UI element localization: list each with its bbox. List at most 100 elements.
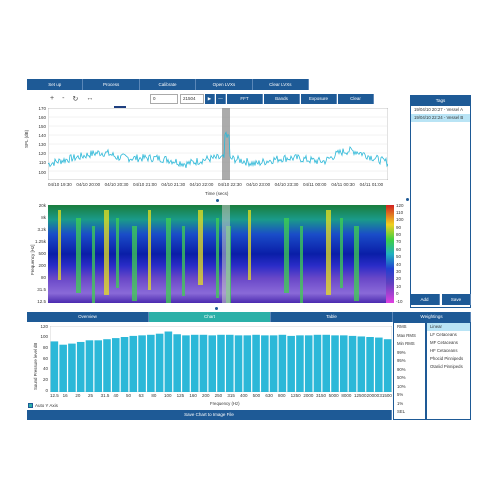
- spectrogram-streak: [148, 210, 151, 290]
- toolbar-calibrate-button[interactable]: Calibrate: [139, 79, 197, 90]
- tick-label: 04/10 21:30: [161, 182, 186, 187]
- spectrogram-plot[interactable]: [48, 205, 390, 303]
- weighting-item[interactable]: Linear: [427, 323, 470, 331]
- tick-label: 800: [278, 393, 286, 398]
- fft-button[interactable]: FFT: [227, 94, 263, 104]
- bar: [111, 338, 120, 392]
- tab-chart[interactable]: Chart: [149, 312, 271, 322]
- tab-overview[interactable]: Overview: [27, 312, 149, 322]
- tick-label: 120: [396, 202, 404, 208]
- metric-item[interactable]: RMS: [397, 324, 407, 329]
- bar: [173, 334, 181, 392]
- bar: [357, 336, 366, 392]
- tick-label: 80: [396, 232, 402, 238]
- tab-table[interactable]: Table: [271, 312, 393, 322]
- bar: [208, 335, 217, 392]
- toolbar-process-button[interactable]: Process: [83, 79, 140, 90]
- stop-button[interactable]: —: [216, 94, 226, 104]
- tick-label: 140: [38, 132, 46, 138]
- timeseries-plot[interactable]: [48, 108, 388, 180]
- exposure-button[interactable]: Exposure: [301, 94, 337, 104]
- metric-item[interactable]: 50%: [397, 375, 406, 380]
- weighting-item[interactable]: Otariid Pinnipeds: [430, 364, 463, 369]
- metric-item[interactable]: Max RMS: [397, 332, 416, 338]
- bar: [147, 334, 155, 392]
- tick-label: 04/10 22:00: [189, 182, 214, 187]
- toolbar-set-up-button[interactable]: Set up: [27, 79, 84, 90]
- refresh-icon[interactable]: ↻: [72, 96, 79, 103]
- spectrogram-streak: [326, 210, 331, 295]
- tick-label: 90: [396, 224, 402, 230]
- start-field[interactable]: 0: [150, 94, 178, 104]
- tick-label: 40: [42, 366, 48, 372]
- timeseries-xlabel: Time (secs): [205, 191, 229, 196]
- weighting-item[interactable]: LF Cetaceans: [430, 332, 457, 337]
- barchart-yaxis: 120 100 80 60 40 20 0: [36, 323, 50, 393]
- tick-label: 04/10 22:30: [218, 182, 242, 187]
- spl-series-line: [48, 131, 388, 169]
- barchart-plot[interactable]: [50, 326, 392, 392]
- add-tag-button[interactable]: Add: [410, 294, 440, 305]
- tick-label: 315: [227, 393, 235, 398]
- spectrogram-streak: [248, 210, 251, 280]
- save-chart-button[interactable]: Save Chart to Image File: [27, 410, 392, 420]
- tick-label: 80: [42, 344, 48, 350]
- weighting-item[interactable]: HF Cetaceans: [430, 348, 458, 353]
- clear-button[interactable]: Clear: [338, 94, 374, 104]
- spectrogram-streak: [354, 226, 359, 301]
- zoom-in-icon[interactable]: +: [50, 95, 55, 102]
- tick-label: 200: [202, 393, 210, 398]
- save-tag-button[interactable]: Save: [442, 294, 471, 305]
- bar: [199, 334, 208, 392]
- tick-label: 110: [396, 209, 404, 215]
- metric-item[interactable]: 5%: [397, 392, 404, 397]
- bar: [164, 331, 173, 392]
- end-field[interactable]: 21504: [180, 94, 204, 104]
- weighting-item[interactable]: MF Cetaceans: [430, 340, 458, 345]
- metric-item[interactable]: Min RMS: [397, 341, 415, 346]
- metric-item[interactable]: 95%: [397, 358, 406, 363]
- tick-label: 120: [40, 323, 48, 329]
- tick-label: 1.25k: [34, 238, 46, 244]
- metric-item[interactable]: 1%: [397, 400, 404, 406]
- toolbar-open-lvxs-button[interactable]: Open LVXs: [196, 79, 253, 90]
- fit-width-icon[interactable]: ↔: [86, 95, 94, 102]
- bar: [243, 335, 252, 392]
- tick-label: 8000: [341, 393, 352, 398]
- metric-item[interactable]: 99%: [397, 349, 406, 355]
- auto-y-checkbox[interactable]: [28, 403, 33, 408]
- tick-label: 100: [38, 169, 46, 175]
- bar: [375, 337, 383, 392]
- toolbar-clear-lvxs-button[interactable]: Clear LVXs: [252, 79, 310, 90]
- spectrogram-streak: [300, 226, 303, 303]
- tags-list: 19/04/10 20:27 - Vessel A 19/04/10 22:24 …: [411, 106, 470, 122]
- tick-label: 160: [189, 393, 197, 398]
- tick-label: 20: [396, 276, 402, 282]
- metric-item[interactable]: 10%: [397, 383, 406, 389]
- barchart-xaxis: 12.5 16 20 25 31.5 40 50 63 80 100 125 160 200 250 315…: [50, 393, 392, 401]
- tick-label: 04/11 01:00: [359, 182, 384, 187]
- tick-label: 40: [396, 261, 402, 267]
- tick-label: 04/10 20:30: [104, 182, 129, 187]
- metric-item[interactable]: 90%: [397, 366, 406, 372]
- play-button[interactable]: ▶: [205, 94, 215, 104]
- bar: [348, 335, 357, 392]
- tick-label: 70: [396, 239, 402, 245]
- tag-item[interactable]: 19/04/10 20:27 - Vessel A: [414, 107, 463, 112]
- tick-label: 60: [42, 355, 48, 361]
- spectrogram-streak: [284, 218, 289, 293]
- weightings-list: Linear LF Cetaceans MF Cetaceans HF Cetacea…: [426, 322, 471, 420]
- bar: [383, 339, 392, 392]
- tick-label: 04/10 23:30: [274, 182, 299, 187]
- weighting-item[interactable]: Phocid Pinnipeds: [430, 356, 464, 361]
- bar: [252, 334, 260, 392]
- tab-weightings[interactable]: Weightings: [393, 312, 471, 322]
- tick-label: 170: [38, 105, 46, 111]
- metric-item[interactable]: SEL: [397, 409, 406, 414]
- tag-item[interactable]: 19/04/10 22:24 - Vessel B: [411, 114, 470, 122]
- bands-button[interactable]: Bands: [264, 94, 300, 104]
- tick-label: 250: [214, 393, 223, 398]
- bar: [182, 335, 190, 392]
- tick-label: 200: [38, 262, 46, 268]
- zoom-out-icon[interactable]: -: [62, 95, 65, 102]
